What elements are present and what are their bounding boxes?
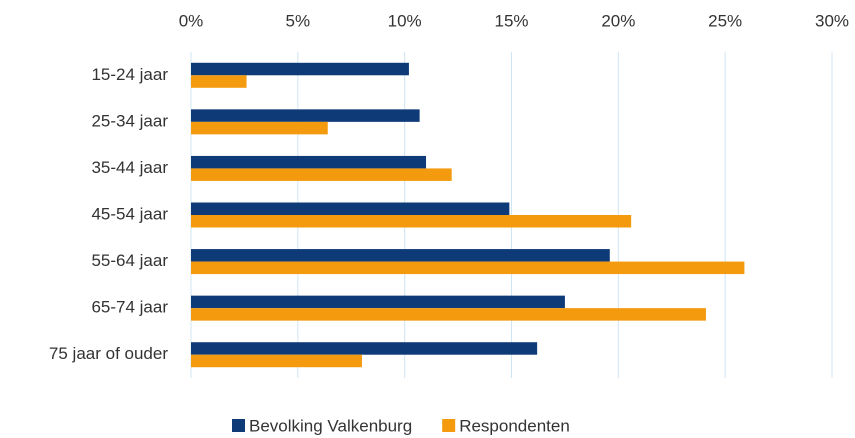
bar xyxy=(191,215,632,228)
bar xyxy=(191,62,409,76)
y-tick-label: 35-44 jaar xyxy=(91,158,168,177)
bar xyxy=(191,168,452,181)
legend-swatch xyxy=(442,419,456,432)
x-tick-label: 30% xyxy=(815,11,849,30)
bar xyxy=(191,109,420,122)
x-tick-label: 10% xyxy=(388,11,422,30)
x-tick-label: 20% xyxy=(601,11,635,30)
bar xyxy=(191,295,565,309)
y-tick-label: 65-74 jaar xyxy=(91,298,168,317)
bar xyxy=(191,249,610,262)
x-tick-label: 0% xyxy=(179,11,204,30)
legend-label: Respondenten xyxy=(459,416,570,435)
bar xyxy=(191,121,328,135)
y-tick-label: 15-24 jaar xyxy=(91,65,168,84)
bar xyxy=(191,354,362,368)
bar xyxy=(191,342,538,355)
legend-label: Bevolking Valkenburg xyxy=(249,416,412,435)
y-tick-label: 55-64 jaar xyxy=(91,251,168,270)
legend-swatch xyxy=(232,419,245,432)
bar xyxy=(191,261,745,275)
y-tick-label: 25-34 jaar xyxy=(91,111,168,130)
bar xyxy=(191,308,706,321)
x-tick-label: 15% xyxy=(494,11,528,30)
y-tick-label: 45-54 jaar xyxy=(91,204,168,223)
x-tick-label: 5% xyxy=(286,11,311,30)
x-tick-label: 25% xyxy=(708,11,742,30)
y-tick-label: 75 jaar of ouder xyxy=(49,344,168,363)
bar xyxy=(191,155,427,169)
bar xyxy=(191,75,247,88)
bar xyxy=(191,202,510,215)
